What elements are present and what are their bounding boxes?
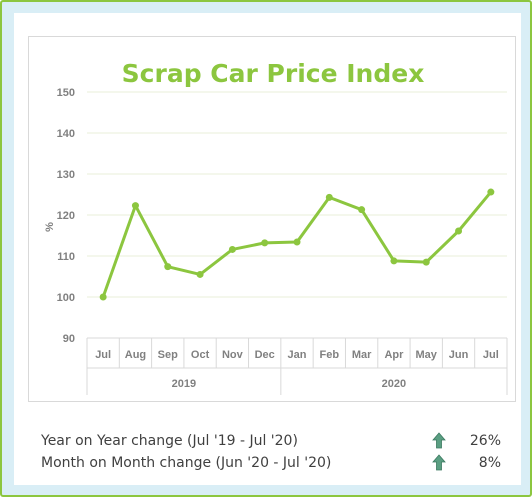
data-point xyxy=(358,206,366,214)
mom-value: 8% xyxy=(478,455,501,471)
x-tick-label: Oct xyxy=(191,349,210,361)
y-tick-label: 130 xyxy=(57,169,75,181)
stats-panel: Year on Year change (Jul '19 - Jul '20) … xyxy=(41,431,521,475)
line-chart: Scrap Car Price Index 90 100 110 120 130 140 15… xyxy=(44,59,508,395)
up-arrow-icon xyxy=(432,454,446,471)
mom-label: Month on Month change (Jun '20 - Jul '20… xyxy=(41,455,332,471)
x-tick-label: Apr xyxy=(384,349,404,361)
data-point xyxy=(164,263,172,271)
y-tick-label: 100 xyxy=(57,292,75,304)
data-point xyxy=(293,238,301,246)
chart-area: Scrap Car Price Index 90 100 110 120 130 140 15… xyxy=(28,36,516,402)
x-tick-label: May xyxy=(416,349,438,361)
year-group-label: 2019 xyxy=(172,378,196,390)
x-tick-label: Feb xyxy=(320,349,340,361)
x-tick-label: Jul xyxy=(95,349,111,361)
x-tick-label: Dec xyxy=(255,349,275,361)
x-tick-label: Aug xyxy=(125,349,146,361)
x-tick-label: Jan xyxy=(288,349,307,361)
y-tick-label: 140 xyxy=(57,128,75,140)
y-tick-label: 90 xyxy=(63,333,75,345)
y-axis-label: % xyxy=(44,222,56,232)
yoy-row: Year on Year change (Jul '19 - Jul '20) … xyxy=(41,431,521,453)
data-point xyxy=(99,293,107,301)
chart-title: Scrap Car Price Index xyxy=(122,59,425,88)
data-point xyxy=(228,245,236,253)
data-point xyxy=(261,239,269,247)
data-point xyxy=(325,193,333,201)
data-point xyxy=(455,227,463,235)
mom-row: Month on Month change (Jun '20 - Jul '20… xyxy=(41,453,521,475)
x-tick-label: Jul xyxy=(483,349,499,361)
x-tick-label: Jun xyxy=(449,349,469,361)
data-point xyxy=(196,270,204,278)
year-group-label: 2020 xyxy=(382,378,406,390)
x-tick-label: Mar xyxy=(352,349,372,361)
yoy-value: 26% xyxy=(469,433,501,449)
data-point xyxy=(487,188,495,196)
up-arrow-icon xyxy=(432,432,446,449)
content-panel: Scrap Car Price Index 90 100 110 120 130 140 15… xyxy=(14,13,521,485)
y-tick-label: 120 xyxy=(57,210,75,222)
data-point xyxy=(131,202,139,210)
y-tick-label: 150 xyxy=(57,87,75,99)
yoy-label: Year on Year change (Jul '19 - Jul '20) xyxy=(41,433,298,449)
x-tick-label: Nov xyxy=(222,349,244,361)
data-point xyxy=(390,257,398,265)
data-point xyxy=(422,258,430,266)
x-tick-label: Sep xyxy=(158,349,178,361)
y-tick-label: 110 xyxy=(57,251,75,263)
